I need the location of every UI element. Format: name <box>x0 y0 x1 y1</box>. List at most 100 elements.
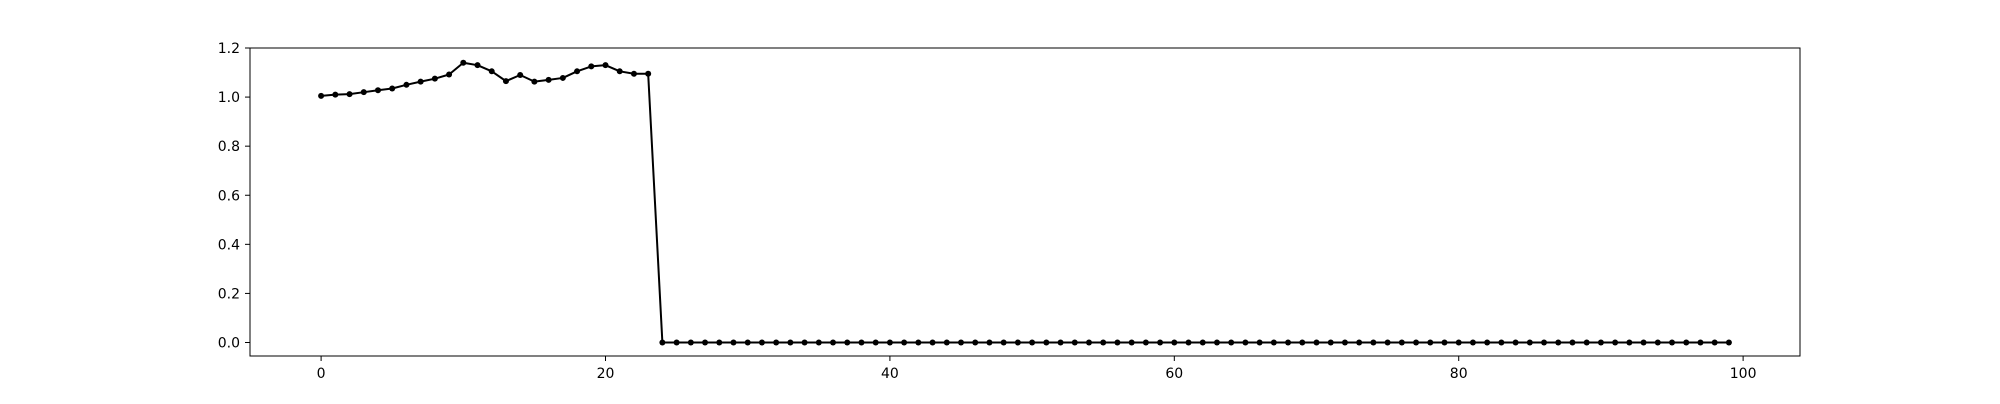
data-point <box>1327 339 1334 346</box>
data-point <box>517 72 524 78</box>
data-point <box>1199 339 1206 346</box>
y-tick-label: 0.6 <box>218 188 240 204</box>
data-point <box>773 339 780 346</box>
data-point <box>1256 339 1263 346</box>
data-point <box>318 92 325 99</box>
data-point <box>1384 339 1391 346</box>
plot-frame <box>249 47 1801 357</box>
data-point <box>1683 339 1690 346</box>
y-tick-label: 0.8 <box>218 139 240 155</box>
data-point <box>1370 339 1377 346</box>
data-point <box>1171 339 1178 346</box>
data-point <box>1043 339 1050 346</box>
data-point <box>915 339 922 346</box>
data-point <box>972 339 979 346</box>
data-point <box>374 87 381 94</box>
data-point <box>844 339 851 346</box>
data-point <box>1441 339 1448 346</box>
data-point <box>1242 339 1249 346</box>
x-tick-label: 100 <box>1730 366 1757 382</box>
data-point <box>1498 339 1505 346</box>
y-axis-ticks: 0.0 0.2 0.4 0.6 0.8 1.0 1.2 <box>218 41 250 352</box>
data-point <box>630 70 637 77</box>
data-point <box>460 59 467 66</box>
data-point <box>1654 339 1661 346</box>
data-point <box>1725 339 1732 346</box>
data-point <box>1213 339 1220 346</box>
data-point <box>1270 339 1277 346</box>
data-point <box>1114 339 1121 346</box>
data-point <box>1313 339 1320 346</box>
data-point <box>1413 339 1420 346</box>
data-point <box>1612 339 1619 346</box>
data-point <box>1469 339 1476 346</box>
data-point <box>502 78 509 85</box>
data-point <box>1512 339 1519 346</box>
data-point <box>1341 339 1348 346</box>
data-point <box>1356 339 1363 346</box>
data-point <box>431 75 438 82</box>
data-point <box>488 68 495 75</box>
data-point <box>758 339 765 346</box>
data-point <box>1085 339 1092 346</box>
data-point <box>1014 339 1021 346</box>
data-point <box>1427 339 1434 346</box>
data-point <box>602 62 609 69</box>
series-layer <box>318 59 1732 346</box>
data-point <box>943 339 950 346</box>
data-point <box>702 339 709 346</box>
data-point <box>1100 339 1107 346</box>
data-point <box>1299 339 1306 346</box>
data-point <box>830 339 837 346</box>
data-point <box>1285 339 1292 346</box>
data-point <box>545 76 552 83</box>
data-point <box>1626 339 1633 346</box>
data-point <box>1000 339 1007 346</box>
x-tick-label: 80 <box>1450 366 1468 382</box>
y-tick-label: 0.0 <box>218 336 240 352</box>
data-point <box>346 91 353 98</box>
data-point <box>787 339 794 346</box>
data-point <box>1128 339 1135 346</box>
data-point <box>1057 339 1064 346</box>
series-line <box>321 61 1729 344</box>
data-point <box>1697 339 1704 346</box>
data-point <box>1640 339 1647 346</box>
data-point <box>716 339 723 346</box>
y-tick-label: 0.4 <box>218 237 240 253</box>
x-tick-label: 0 <box>317 366 326 382</box>
data-point <box>588 63 595 70</box>
data-point <box>1569 339 1576 346</box>
data-point <box>332 91 339 98</box>
data-point <box>403 81 410 88</box>
data-point <box>901 339 908 346</box>
data-point <box>744 339 751 346</box>
data-point <box>559 74 566 81</box>
x-tick-label: 40 <box>881 366 899 382</box>
data-point <box>1185 339 1192 346</box>
data-point <box>730 339 737 346</box>
data-point <box>1711 339 1718 346</box>
data-point <box>886 339 893 346</box>
data-point <box>574 68 581 75</box>
data-point <box>815 339 822 346</box>
data-point <box>1142 339 1149 346</box>
x-tick-label: 20 <box>597 366 615 382</box>
data-point <box>1398 339 1405 346</box>
data-point <box>360 89 367 96</box>
data-point <box>1583 339 1590 346</box>
x-axis-ticks: 0 20 40 60 80 100 <box>317 356 1757 382</box>
data-point <box>446 71 453 78</box>
data-point <box>1228 339 1235 346</box>
data-point <box>1484 339 1491 346</box>
data-point <box>1157 339 1164 346</box>
data-point <box>858 339 865 346</box>
data-point <box>1541 339 1548 346</box>
data-point <box>986 339 993 346</box>
data-point <box>958 339 965 346</box>
data-point <box>659 339 666 346</box>
data-point <box>1029 339 1036 346</box>
data-point <box>1455 339 1462 346</box>
data-point <box>531 78 538 85</box>
